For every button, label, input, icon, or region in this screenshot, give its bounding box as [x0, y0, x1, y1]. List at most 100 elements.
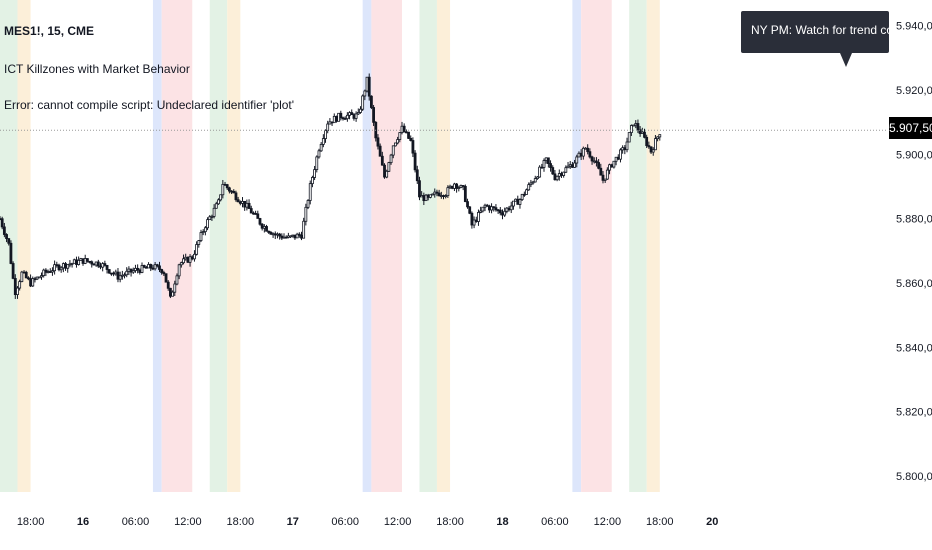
- candle-159: [345, 112, 349, 122]
- killzone-red-7: [371, 0, 402, 492]
- candle-39: [83, 254, 87, 265]
- candle-293: [638, 126, 642, 137]
- candle-9: [18, 279, 22, 291]
- candle-213: [463, 184, 467, 203]
- candle-5: [9, 240, 13, 265]
- script-error-message: Error: cannot compile script: Undeclared…: [4, 98, 295, 112]
- price-axis[interactable]: 5.800,00 5.820,00 5.840,00 5.860,00 5.880,00…: [896, 21, 932, 483]
- candle-153: [332, 113, 336, 124]
- candle-170: [370, 95, 373, 110]
- candle-283: [616, 154, 620, 161]
- candle-227: [494, 204, 498, 212]
- candle-248: [540, 163, 544, 169]
- candle-135: [293, 234, 297, 240]
- candle-12: [24, 270, 28, 279]
- candle-154: [335, 115, 338, 123]
- candle-86: [186, 256, 190, 263]
- candle-263: [573, 159, 576, 168]
- candle-146: [317, 148, 321, 159]
- candle-204: [444, 194, 448, 199]
- candle-201: [437, 189, 441, 197]
- candle-173: [376, 134, 380, 150]
- candle-287: [625, 137, 629, 153]
- candle-27: [57, 263, 61, 272]
- candle-35: [75, 256, 78, 268]
- candle-296: [645, 134, 649, 149]
- candle-149: [324, 129, 327, 143]
- candle-284: [619, 148, 622, 163]
- candle-281: [612, 160, 616, 169]
- candle-121: [262, 224, 266, 233]
- candle-49: [105, 264, 109, 274]
- y-tick-label-6: 5.920,00: [896, 85, 932, 97]
- symbol-title[interactable]: MES1!, 15, CME: [4, 24, 95, 38]
- candle-63: [136, 264, 140, 274]
- candle-26: [55, 261, 59, 268]
- candle-209: [455, 182, 459, 193]
- candle-253: [551, 165, 555, 175]
- candle-128: [278, 232, 282, 240]
- candle-8: [16, 286, 19, 299]
- candle-41: [88, 260, 91, 264]
- candle-60: [129, 268, 133, 277]
- candle-295: [643, 128, 646, 139]
- x-tick-label-13: 20: [706, 516, 718, 528]
- candle-250: [544, 157, 548, 164]
- candle-289: [629, 124, 633, 136]
- candle-182: [396, 136, 400, 145]
- candle-216: [470, 211, 474, 229]
- candle-131: [284, 235, 288, 239]
- y-tick-label-1: 5.820,00: [896, 407, 932, 419]
- candle-267: [581, 146, 585, 160]
- candle-236: [514, 198, 517, 202]
- time-axis[interactable]: 18:00 16 06:00 12:00 18:00 17 06:00 12:00 18:00 1…: [17, 516, 719, 528]
- candle-130: [282, 233, 286, 239]
- candle-102: [221, 179, 225, 199]
- candle-185: [402, 123, 406, 133]
- candle-286: [623, 145, 627, 155]
- candle-54: [116, 268, 120, 283]
- candle-7: [13, 274, 17, 299]
- candle-81: [175, 273, 179, 286]
- x-tick-label-1: 16: [77, 516, 89, 528]
- candle-241: [525, 188, 528, 195]
- candle-15: [31, 276, 35, 288]
- candle-50: [107, 269, 111, 274]
- killzone-blue-10: [572, 0, 582, 492]
- candle-219: [477, 209, 480, 226]
- candle-48: [103, 260, 107, 267]
- x-tick-label-6: 06:00: [331, 516, 359, 528]
- candle-30: [64, 261, 67, 271]
- x-tick-label-12: 18:00: [646, 516, 674, 528]
- candle-38: [81, 258, 85, 266]
- candle-212: [461, 185, 465, 191]
- candle-238: [518, 198, 522, 209]
- killzone-red-3: [161, 0, 193, 492]
- candle-56: [120, 270, 124, 280]
- candle-24: [51, 267, 54, 276]
- y-tick-label-5: 5.900,00: [896, 149, 932, 161]
- candle-144: [313, 165, 317, 181]
- candle-111: [241, 197, 244, 208]
- candle-254: [553, 169, 557, 181]
- candle-208: [453, 182, 456, 192]
- candle-245: [533, 175, 537, 183]
- candle-125: [271, 232, 275, 238]
- candle-180: [391, 145, 395, 159]
- candle-123: [267, 230, 271, 234]
- indicator-title[interactable]: ICT Killzones with Market Behavior: [4, 62, 190, 76]
- candle-198: [431, 193, 434, 196]
- candle-259: [564, 165, 568, 174]
- y-tick-label-7: 5.940,00: [896, 21, 932, 33]
- candle-171: [372, 104, 375, 127]
- candle-32: [68, 260, 72, 268]
- candle-82: [177, 263, 181, 280]
- candle-96: [208, 215, 212, 221]
- candle-92: [199, 229, 203, 243]
- candle-68: [147, 262, 150, 269]
- candle-46: [99, 262, 102, 270]
- candle-118: [256, 210, 260, 219]
- candle-143: [311, 175, 314, 188]
- candle-239: [520, 193, 524, 202]
